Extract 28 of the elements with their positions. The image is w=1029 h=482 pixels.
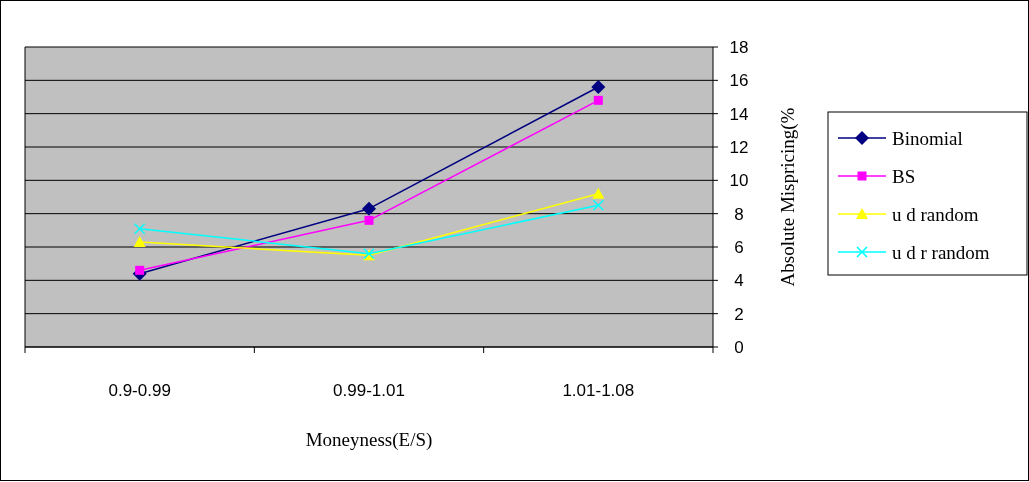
legend-label: u d r random — [892, 242, 990, 263]
point — [364, 215, 374, 225]
y-tick-label: 18 — [729, 38, 749, 57]
y-tick-label: 10 — [729, 171, 749, 191]
point — [591, 80, 606, 94]
point — [592, 187, 605, 199]
point — [592, 199, 605, 212]
y-tick-label: 14 — [729, 104, 749, 124]
x-tick-label: 0.9-0.99 — [108, 381, 171, 400]
y-tick-label: 0 — [734, 338, 744, 357]
y-axis-title: Absolute Mispricing(% — [777, 107, 799, 287]
x-tick-label: 1.01-1.08 — [562, 381, 635, 400]
y-tick-label: 4 — [734, 271, 744, 291]
legend-label: BS — [892, 166, 916, 187]
legend-label: Binomial — [892, 128, 963, 149]
point — [135, 265, 145, 275]
y-tick-label: 12 — [729, 138, 749, 157]
point — [133, 236, 146, 247]
legend-label: u d random — [892, 204, 979, 225]
y-tick-label: 8 — [734, 204, 744, 224]
x-axis-title: Moneyness(E/S) — [305, 429, 433, 451]
point — [362, 201, 376, 216]
point — [133, 222, 146, 235]
y-tick-label: 16 — [729, 71, 749, 91]
x-tick-label: 0.99-1.01 — [333, 381, 405, 400]
y-tick-label: 6 — [734, 238, 744, 257]
point — [593, 95, 603, 105]
y-tick-label: 2 — [734, 304, 744, 324]
